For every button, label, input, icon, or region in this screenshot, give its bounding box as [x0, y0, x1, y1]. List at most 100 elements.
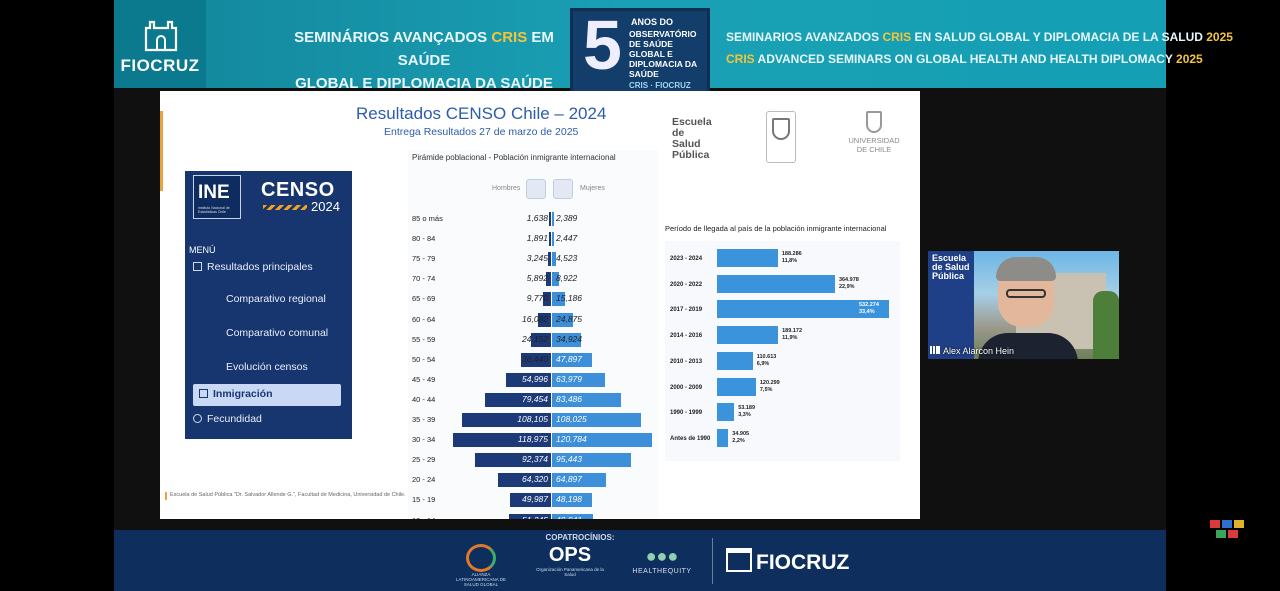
arrival-value: 34.905	[732, 430, 750, 437]
slide-subtitle: Entrega Resultados 27 de marzo de 2025	[384, 126, 579, 138]
healthequity-text: HEALTHEQUITY	[632, 568, 692, 575]
pyramid-female-bar	[552, 413, 642, 427]
menu-item-resultados[interactable]: Resultados principales	[193, 261, 313, 273]
person-glasses	[1006, 289, 1046, 298]
pyramid-age-label: 45 - 49	[412, 374, 436, 384]
pyramid-female-value: 63,979	[556, 373, 582, 384]
pyramid-age-label: 75 - 79	[412, 254, 436, 264]
pyramid-male-bar	[474, 453, 551, 468]
arrival-bar	[717, 428, 729, 447]
sponsors-header: COPATROCÍNIOS:	[545, 533, 615, 542]
pyramid-female-bar	[552, 473, 606, 488]
alass-text: ALIANZA LATINOAMERICANA DE SALUD GLOBAL	[456, 572, 506, 587]
arrival-value-label: 364.978 22,9%	[839, 277, 859, 291]
pyramid-male-bar	[452, 433, 551, 448]
pyramid-age-label: 85 o más	[412, 214, 443, 223]
pyramid-female-value: 8,922	[556, 273, 578, 284]
menu-item-evolucion[interactable]: Evolución censos	[226, 361, 308, 373]
healthequity-logo: ●●● HEALTHEQUITY	[624, 544, 700, 586]
people-icon: ●●●	[645, 546, 679, 566]
channel-logo-square	[1222, 520, 1232, 528]
arrival-period-label: 2000 - 2009	[670, 384, 703, 391]
pyramid-female-bar	[552, 453, 631, 468]
pyramid-age-label: 80 - 84	[412, 234, 436, 244]
pyramid-age-label: 40 - 44	[412, 394, 436, 404]
arrival-bar	[717, 403, 735, 422]
arrival-value: 364.978	[838, 276, 859, 283]
pyramid-male-bar	[508, 513, 551, 519]
pyramid-male-value: 9,770	[526, 293, 548, 304]
es-line-year: 2025	[1206, 30, 1233, 44]
ops-logo: OPS Organización Panamericana de la Salud	[532, 544, 608, 586]
pyramid-male-bar	[531, 332, 551, 347]
pyramid-male-value: 51,245	[488, 515, 548, 520]
pyramid-female-bar	[552, 392, 621, 407]
pyramid-female-bar	[552, 372, 605, 387]
arrival-period-label: Antes de 1990	[670, 435, 711, 442]
arrival-title: Período de llegada al país de la poblaci…	[665, 224, 887, 233]
pyramid-female-bar	[552, 433, 652, 448]
pyramid-male-value: 64,320	[522, 474, 548, 485]
participant-video[interactable]: Escuela de Salud Pública	[928, 251, 1119, 359]
pyramid-male-value: 92,374	[522, 454, 548, 465]
castle-icon	[726, 548, 752, 572]
facultad-medicina-logo	[766, 111, 796, 163]
ine-logo-sub: Instituto Nacional de Estadísticas Chile	[198, 206, 230, 214]
en-line-year: 2025	[1176, 52, 1203, 66]
menu-item-comunal[interactable]: Comparativo comunal	[226, 327, 328, 339]
banner-title-pt: SEMINÁRIOS AVANÇADOS CRIS EM SAÚDE GLOBA…	[288, 26, 560, 118]
pyramid-female-value: 34,924	[556, 333, 582, 344]
arrival-bar	[717, 377, 756, 396]
menu-item-regional[interactable]: Comparativo regional	[226, 293, 326, 305]
dashboard-menu: INE Instituto Nacional de Estadísticas C…	[185, 171, 352, 439]
pyramid-male-bar	[549, 232, 551, 247]
arrival-percent: 7,5%	[759, 386, 773, 393]
menu-item-inmigracion[interactable]: Inmigración	[193, 384, 341, 406]
arrival-value-label: 189.172 11,9%	[782, 328, 802, 342]
pyramid-age-label: 20 - 24	[412, 475, 436, 485]
menu-item-fecundidad[interactable]: Fecundidad	[193, 413, 262, 425]
slide-footnote: Escuela de Salud Pública "Dr. Salvador A…	[165, 492, 406, 500]
arrival-value-label: 53.189 3,3%	[738, 405, 755, 419]
ine-logo: INE Instituto Nacional de Estadísticas C…	[193, 175, 241, 219]
shield-icon	[772, 118, 790, 140]
arrival-bar	[717, 249, 778, 267]
fiocruz-logo: FIOCRUZ	[114, 0, 206, 88]
banner-title-es-en: SEMINARIOS AVANZADOS CRIS EN SALUD GLOBA…	[726, 26, 1233, 70]
ine-logo-text: INE	[198, 182, 230, 203]
arrival-value-label: 110.613 6,9%	[757, 354, 777, 368]
arrival-period-label: 2010 - 2013	[670, 358, 703, 365]
pyramid-male-value: 1,891	[526, 233, 548, 244]
female-icon[interactable]	[553, 179, 573, 199]
pyramid-age-label: 35 - 39	[412, 415, 436, 424]
ops-sub: Organización Panamericana de la Salud	[536, 567, 604, 577]
arrival-percent: 22,9%	[838, 283, 855, 290]
pt-line1-hl: CRIS	[491, 29, 528, 46]
pyramid-age-label: 70 - 74	[412, 274, 436, 284]
participant-person	[978, 255, 1078, 359]
pyramid-female-bar	[552, 252, 556, 267]
emblem-cris: CRIS · FIOCRUZ	[629, 81, 691, 90]
pyramid-male-value: 36,440	[522, 353, 548, 364]
tree	[1093, 291, 1119, 359]
arrival-percent: 6,9%	[756, 360, 770, 367]
pyramid-female-value: 4,523	[556, 253, 578, 264]
person-hair	[996, 257, 1056, 281]
arrival-bar	[717, 351, 753, 370]
pyramid-male-value: 1,638	[526, 213, 548, 223]
anniversary-emblem: 5 ANOS DO OBSERVATÓRIO DE SAÚDE GLOBAL E…	[570, 6, 710, 96]
pyramid-female-value: 47,897	[556, 353, 582, 364]
pyramid-age-label: 65 - 69	[412, 294, 436, 304]
male-icon[interactable]	[526, 179, 546, 199]
pyramid-age-label: 50 - 54	[412, 354, 436, 364]
pyramid-female-bar	[552, 312, 573, 327]
pyramid-female-value: 49,841	[556, 515, 582, 520]
pyramid-female-value: 48,198	[556, 494, 582, 505]
arrival-period-label: 2023 - 2024	[670, 256, 703, 262]
pyramid-female-bar	[552, 493, 592, 508]
pyramid-male-value: 54,996	[522, 373, 548, 384]
pyramid-male-bar	[497, 473, 551, 488]
pyramid-male-value: 3,245	[526, 253, 548, 264]
male-label: Hombres	[492, 185, 521, 192]
pyramid-age-label: 25 - 29	[412, 455, 436, 465]
